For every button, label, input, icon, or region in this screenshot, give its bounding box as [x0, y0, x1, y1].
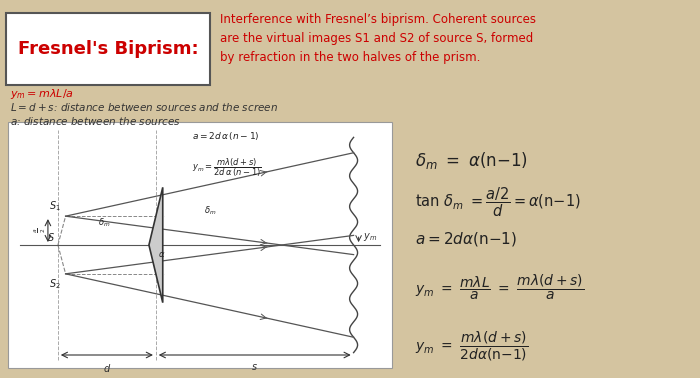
Text: $L=d+s$: distance between sources and the screen: $L=d+s$: distance between sources and th… [10, 101, 278, 113]
Text: $y_m \ = \ \dfrac{m\lambda(d+s)}{2d\alpha(\mathrm{n{-}1})}$: $y_m \ = \ \dfrac{m\lambda(d+s)}{2d\alph… [415, 330, 528, 363]
Text: $y_m \ = \ \dfrac{m\lambda L}{a} \ = \ \dfrac{m\lambda(d+s)}{a}$: $y_m \ = \ \dfrac{m\lambda L}{a} \ = \ \… [415, 273, 584, 302]
Text: $a = 2d\,\alpha\,(n-1)$: $a = 2d\,\alpha\,(n-1)$ [193, 130, 260, 142]
Polygon shape [149, 187, 163, 303]
FancyBboxPatch shape [6, 13, 210, 85]
Text: $S$: $S$ [47, 231, 55, 243]
Text: $d$: $d$ [103, 362, 111, 374]
Text: $\delta_m$: $\delta_m$ [204, 204, 216, 217]
Text: $y_m$: $y_m$ [363, 231, 377, 243]
Text: $a{=}2d\alpha(\mathrm{n{-}1})$: $a{=}2d\alpha(\mathrm{n{-}1})$ [415, 230, 517, 248]
Text: Interference with Fresnel’s biprism. Coherent sources
are the virtual images S1 : Interference with Fresnel’s biprism. Coh… [220, 13, 536, 64]
Text: $\alpha$: $\alpha$ [158, 249, 165, 259]
Text: $s$: $s$ [251, 362, 258, 372]
Text: Fresnel's Biprism:: Fresnel's Biprism: [18, 40, 198, 58]
Text: $S_2$: $S_2$ [49, 277, 61, 291]
Text: $\frac{a}{2}$: $\frac{a}{2}$ [34, 228, 48, 234]
Text: $\delta_m \ = \ \alpha(\mathrm{n{-}1})$: $\delta_m \ = \ \alpha(\mathrm{n{-}1})$ [415, 150, 528, 171]
Text: $y_m = \dfrac{m\lambda(d+s)}{2d\,\alpha\,(n-1)}$: $y_m = \dfrac{m\lambda(d+s)}{2d\,\alpha\… [193, 156, 262, 179]
Text: $\delta_m$: $\delta_m$ [98, 216, 111, 229]
Text: $S_1$: $S_1$ [49, 199, 61, 213]
Text: $y_m=m\lambda L/a$: $y_m=m\lambda L/a$ [10, 87, 74, 101]
Text: $\tan\,\delta_m \ = \dfrac{a/2}{d} = \alpha(\mathrm{n{-}1})$: $\tan\,\delta_m \ = \dfrac{a/2}{d} = \al… [415, 185, 581, 218]
FancyBboxPatch shape [8, 122, 392, 368]
Text: $a$: distance between the sources: $a$: distance between the sources [10, 115, 181, 127]
